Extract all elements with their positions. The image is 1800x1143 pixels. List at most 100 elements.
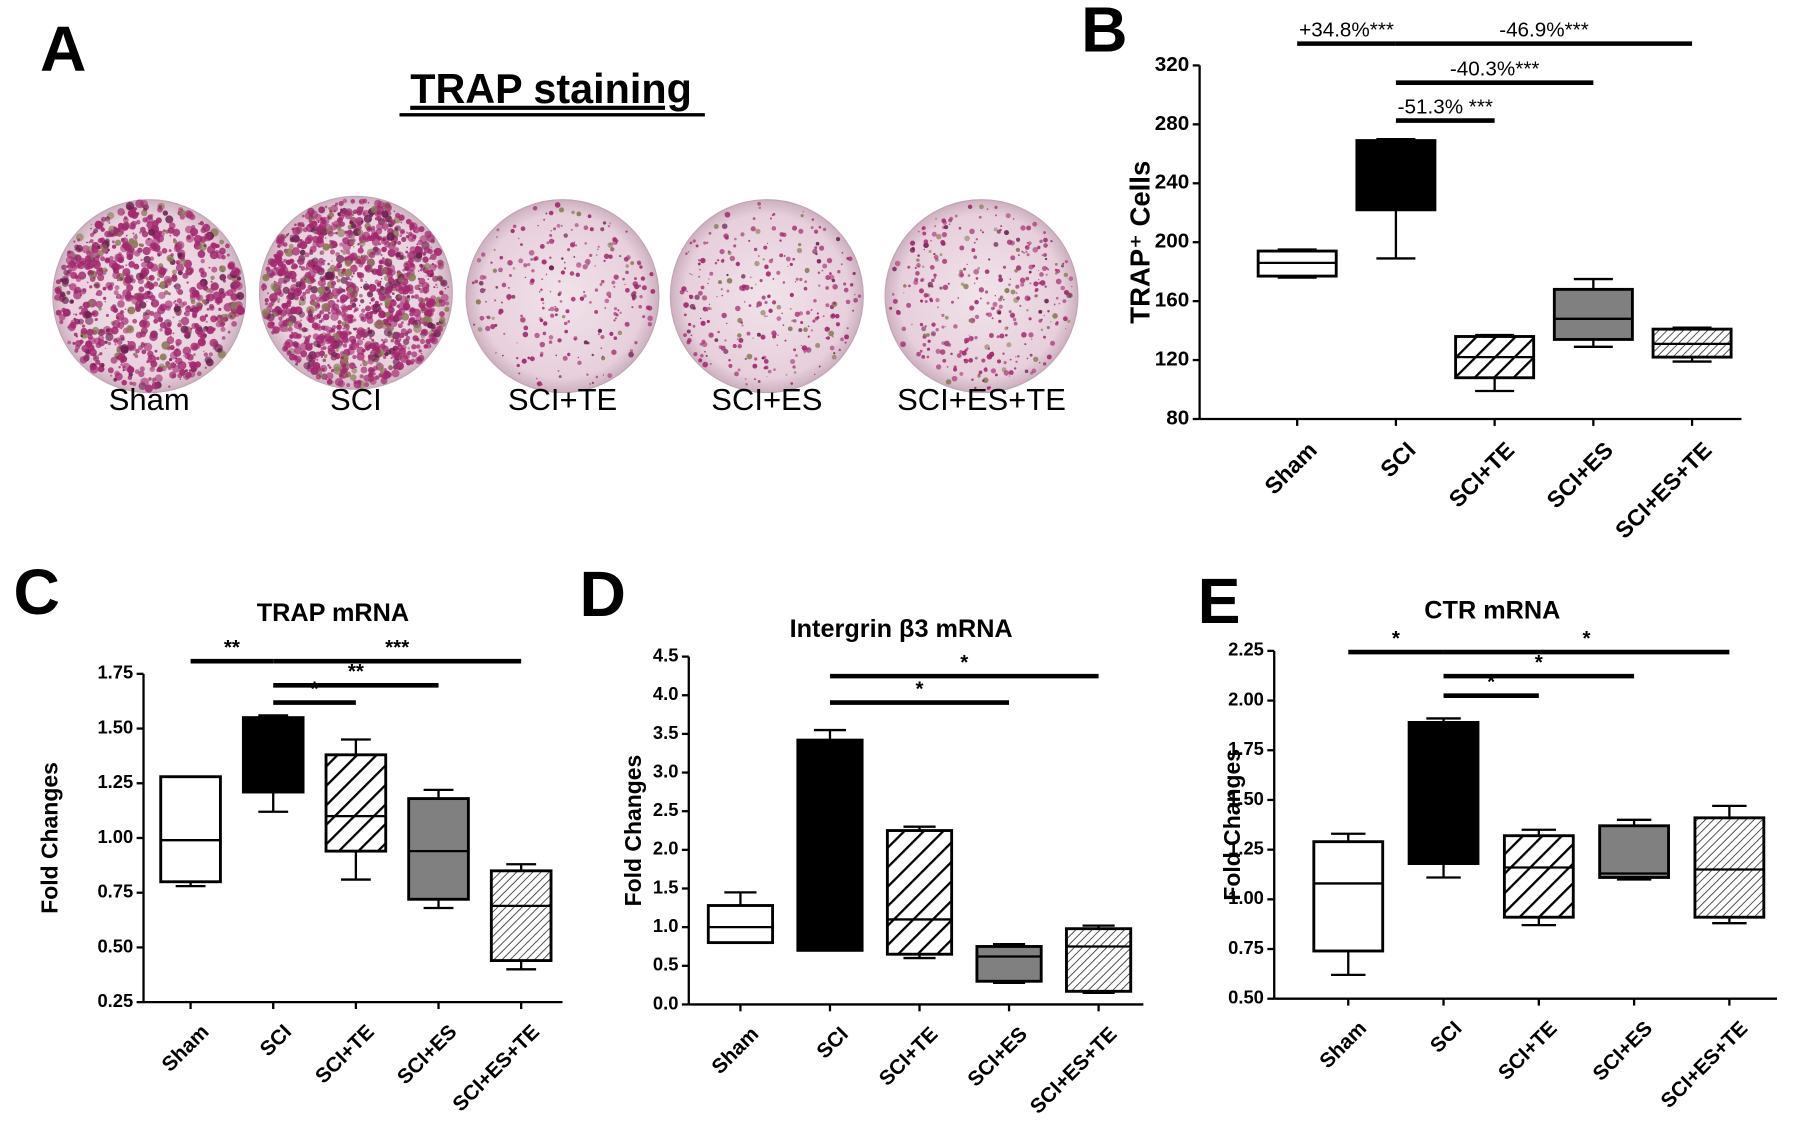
comparison-label: * <box>1582 627 1591 650</box>
stain-dot <box>220 326 226 332</box>
stain-dot <box>175 310 182 317</box>
box <box>489 869 553 962</box>
stain-dot <box>225 243 230 249</box>
stain-dot <box>204 314 208 318</box>
stain-dot <box>293 287 302 297</box>
y-tick-label: 1.75 <box>97 662 133 683</box>
stain-dot <box>151 220 159 227</box>
stain-dot <box>933 252 936 256</box>
stain-dot <box>184 331 190 336</box>
stain-dot <box>342 242 352 252</box>
stain-dot <box>617 330 623 336</box>
stain-dot <box>418 277 426 285</box>
stain-dot <box>156 356 160 361</box>
stain-dot <box>117 256 125 264</box>
stain-dot <box>125 264 128 267</box>
stain-dot <box>126 284 134 292</box>
stain-dot <box>479 315 485 321</box>
stain-dot <box>205 288 211 293</box>
stain-dot <box>495 286 499 289</box>
stain-dot <box>319 252 323 255</box>
stain-dot <box>1017 248 1020 252</box>
stain-dot <box>613 307 618 311</box>
stain-dot <box>379 272 382 275</box>
stain-dot <box>816 258 822 264</box>
stain-dot <box>926 355 930 359</box>
stain-dot <box>78 271 87 280</box>
stain-dot <box>507 260 513 266</box>
stain-dot <box>313 230 315 233</box>
stain-dot <box>186 235 192 240</box>
stain-dot <box>216 254 220 258</box>
stain-dot <box>439 311 445 317</box>
stain-dot <box>892 266 897 272</box>
stain-dot <box>168 385 171 388</box>
stain-dot <box>832 335 834 338</box>
stain-dot <box>137 247 143 253</box>
stain-dot <box>518 372 521 375</box>
stain-dot <box>411 351 418 358</box>
stain-dot <box>1017 355 1020 358</box>
stain-dot <box>95 300 103 309</box>
stain-dot <box>277 309 282 315</box>
stain-dot <box>368 356 372 360</box>
stain-dot <box>508 273 512 277</box>
stain-dot <box>965 353 968 355</box>
stain-dot <box>615 239 619 243</box>
stain-dot <box>381 338 384 342</box>
stain-dot <box>354 307 359 312</box>
stain-dot <box>125 234 128 237</box>
stain-dot <box>342 289 346 293</box>
stain-dot <box>117 222 124 229</box>
stain-dot <box>813 299 817 303</box>
stain-dot <box>166 322 172 327</box>
stain-dot <box>153 281 159 287</box>
stain-dot <box>736 338 739 340</box>
stain-dot <box>575 244 578 247</box>
stain-dot <box>398 294 402 299</box>
stain-dot <box>287 300 290 304</box>
stain-dot <box>506 293 512 300</box>
stain-dot <box>689 272 691 275</box>
well-label: SCI+ES <box>711 382 822 417</box>
y-axis-label: Fold Changes <box>620 755 646 907</box>
stain-dot <box>387 330 391 334</box>
stain-dot <box>935 348 941 354</box>
stain-dot <box>106 328 110 333</box>
stain-dot <box>130 240 139 249</box>
stain-dot <box>399 234 403 238</box>
stain-dot <box>548 335 554 340</box>
stain-dot <box>90 227 92 230</box>
stain-dot <box>289 237 295 243</box>
stain-dot <box>300 350 308 358</box>
stain-dot <box>120 310 124 314</box>
stain-dot <box>520 243 523 246</box>
stain-dot <box>490 261 493 264</box>
stain-dot <box>148 274 155 281</box>
stain-dot <box>754 357 758 361</box>
stain-dot <box>301 327 307 333</box>
stain-dot <box>324 237 327 239</box>
stain-dot <box>1034 287 1039 292</box>
stain-dot <box>73 291 82 300</box>
stain-dot <box>122 369 125 372</box>
stain-dot <box>370 205 378 213</box>
stain-dot <box>954 214 958 218</box>
stain-dot <box>997 311 1002 315</box>
stain-dot <box>974 386 977 390</box>
stain-dot <box>491 316 495 320</box>
stain-dot <box>438 298 443 304</box>
stain-dot <box>992 301 998 307</box>
stain-dot <box>909 247 916 253</box>
stain-dot <box>569 242 576 248</box>
stain-dot <box>339 221 346 227</box>
stain-dot <box>304 252 310 258</box>
box <box>1502 834 1575 919</box>
stain-dot <box>549 238 555 244</box>
stain-dot <box>766 242 769 245</box>
stain-dot <box>385 215 393 223</box>
stain-dot <box>194 240 201 246</box>
stain-dot <box>346 383 351 388</box>
stain-dot <box>550 229 553 232</box>
